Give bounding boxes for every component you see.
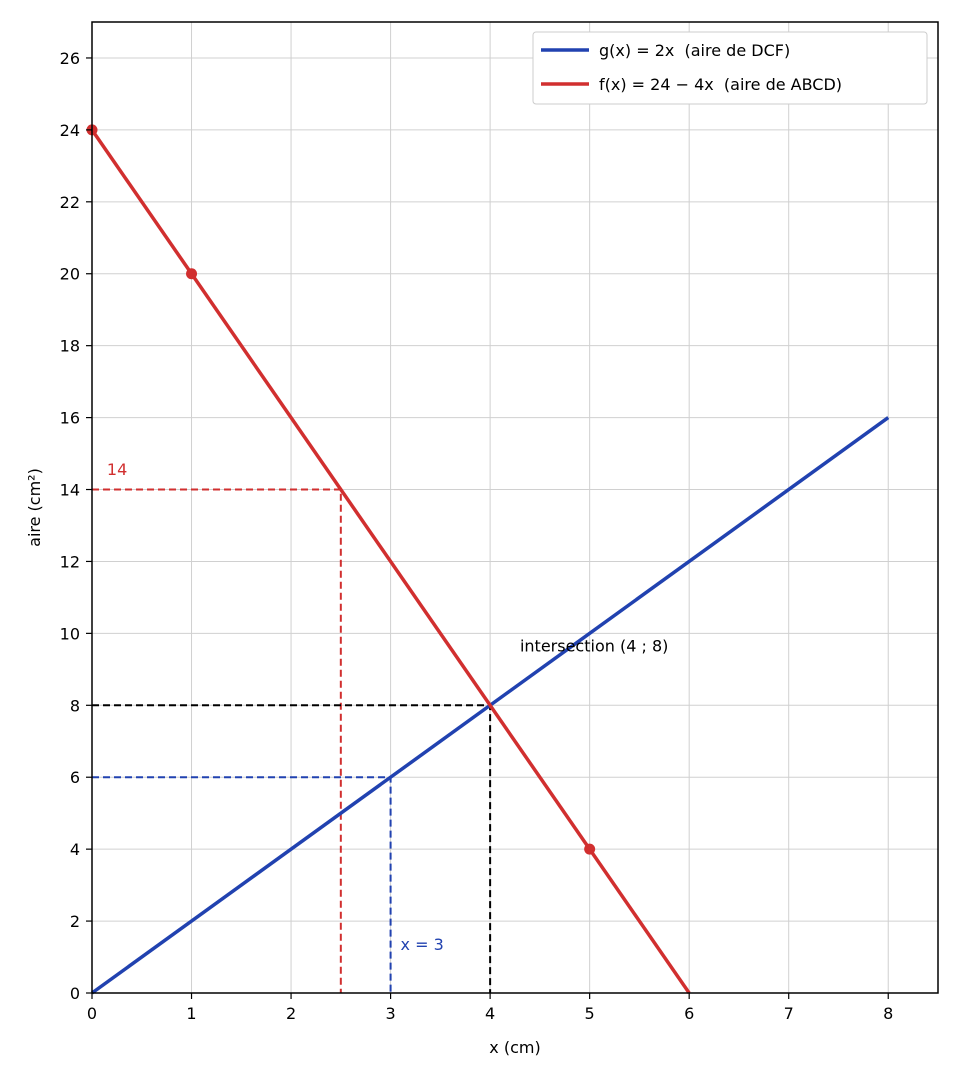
y-tick-label: 2: [70, 912, 80, 931]
x-tick-label: 5: [585, 1004, 595, 1023]
x-tick-label: 2: [286, 1004, 296, 1023]
annotation-0: 14: [107, 460, 127, 479]
annotations: 14 x = 3 intersection (4 ; 8): [107, 460, 668, 954]
x-tick-label: 1: [186, 1004, 196, 1023]
legend-box: [532, 31, 928, 105]
x-tick-label: 6: [684, 1004, 694, 1023]
legend-label-f: f(x) = 24 − 4x (aire de ABCD): [599, 75, 842, 94]
y-tick-label: 10: [60, 624, 80, 643]
x-tick-label: 4: [485, 1004, 495, 1023]
legend: g(x) = 2x (aire de DCF) f(x) = 24 − 4x (…: [532, 31, 928, 105]
y-tick-label: 22: [60, 193, 80, 212]
legend-label-g: g(x) = 2x (aire de DCF): [599, 41, 790, 60]
y-tick-label: 14: [60, 481, 80, 500]
series-markers: [86, 124, 596, 855]
x-tick-label: 7: [784, 1004, 794, 1023]
y-tick-label: 18: [60, 337, 80, 356]
x-axis-label: x (cm): [489, 1038, 540, 1057]
y-axis-label: aire (cm²): [25, 468, 44, 547]
y-tick-label: 24: [60, 121, 80, 140]
y-tick-label: 12: [60, 552, 80, 571]
y-tick-label: 16: [60, 409, 80, 428]
y-tick-label: 6: [70, 768, 80, 787]
series-point-1-1: [186, 268, 198, 280]
y-tick-label: 4: [70, 840, 80, 859]
x-tick-label: 8: [883, 1004, 893, 1023]
series-point-1-2: [584, 843, 596, 855]
y-tick-label: 26: [60, 49, 80, 68]
x-tick-label: 0: [87, 1004, 97, 1023]
y-tick-label: 20: [60, 265, 80, 284]
x-tick-label: 3: [385, 1004, 395, 1023]
plot-area-frame: [91, 21, 939, 994]
y-tick-label: 8: [70, 696, 80, 715]
y-tick-label: 0: [70, 984, 80, 1003]
annotation-2: intersection (4 ; 8): [520, 636, 668, 655]
annotation-1: x = 3: [401, 935, 444, 954]
